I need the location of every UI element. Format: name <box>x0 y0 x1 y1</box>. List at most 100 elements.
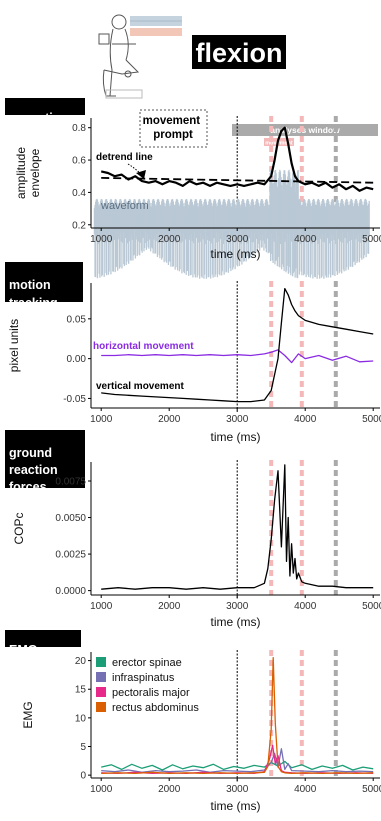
prompt-label-line-1: movement <box>143 115 201 127</box>
x-tick-label: 1000 <box>90 414 113 425</box>
panel-label-box <box>5 430 85 488</box>
header: flexion <box>98 14 286 99</box>
x-tick-label: 4000 <box>294 414 317 425</box>
x-axis-label: time (ms) <box>211 430 261 444</box>
x-axis-label: time (ms) <box>211 247 261 261</box>
legend-label: erector spinae <box>112 657 182 669</box>
panel-label-line: acoustics <box>9 111 67 125</box>
x-tick-label: 3000 <box>226 784 249 795</box>
x-tick-label: 3000 <box>226 601 249 612</box>
panel-label-box <box>5 630 81 647</box>
y-tick-label: 0.05 <box>67 314 87 325</box>
x-tick-label: 1000 <box>90 601 113 612</box>
panel-label-line: EMG <box>9 643 37 657</box>
title: flexion <box>195 38 282 68</box>
y-tick-label: 0.0025 <box>55 550 86 561</box>
legend-label: pectoralis major <box>112 687 190 699</box>
x-tick-label: 2000 <box>158 234 181 245</box>
legend-label: rectus abdominus <box>112 702 199 714</box>
y-axis-label: pixel units <box>7 319 21 372</box>
x-tick-label: 3000 <box>226 234 249 245</box>
series-envelope <box>100 126 374 192</box>
y-axis-label-line: COPc <box>12 512 26 544</box>
y-axis-label: COPc <box>12 512 26 544</box>
legend-swatch <box>96 672 106 682</box>
x-tick-label: 4000 <box>294 784 317 795</box>
y-axis-label-line: amplitude <box>14 147 28 199</box>
panel-label-box <box>5 98 85 115</box>
panel-label: acoustics <box>9 111 67 125</box>
x-tick-label: 4000 <box>294 601 317 612</box>
series-erector-spinae <box>101 760 374 771</box>
x-tick-label: 2000 <box>158 414 181 425</box>
y-tick-label: 0 <box>80 771 86 782</box>
y-tick-label: 0.6 <box>72 156 86 167</box>
panel-label: ground reaction forces <box>9 446 58 494</box>
x-axis-label: time (ms) <box>211 799 261 813</box>
series-horizontal-movement <box>101 349 374 364</box>
y-tick-label: 15 <box>75 685 87 696</box>
prompt-label: movement prompt <box>143 115 204 141</box>
panel-label-line: motion <box>9 278 51 292</box>
detrend-arrow-head <box>136 170 146 179</box>
chart-3: ground reaction forces 1000 2000 3000 4000 500 0… <box>5 430 381 629</box>
movement-band-label-bg <box>264 138 294 146</box>
panel-label-line: reaction <box>9 463 58 477</box>
x-axis-label: time (ms) <box>211 615 261 629</box>
panel-label-line: forces <box>9 480 47 494</box>
panel-label: motion tracking <box>9 278 58 310</box>
y-axis-label-line: EMG <box>21 701 35 728</box>
y-axis-label: amplitudeenvelope <box>14 147 42 199</box>
series-detrend-line <box>101 177 374 184</box>
y-tick-label: 20 <box>75 656 87 667</box>
panel-acoustics: movement prompt analyses window movement <box>139 109 378 148</box>
series-vertical-movement <box>101 287 374 403</box>
detrend-arrow-line <box>127 163 143 177</box>
series-rectus-abdominus <box>101 657 374 775</box>
panel-label: EMG <box>9 643 37 657</box>
legend-swatch <box>96 702 106 712</box>
series-COPc <box>101 464 374 590</box>
waveform-thumbnail <box>130 16 182 36</box>
y-tick-label: 0.4 <box>72 188 86 199</box>
y-axis-label-line: pixel units <box>7 319 21 372</box>
prompt-label-line-2: prompt <box>153 129 193 141</box>
legend-swatch <box>96 687 106 697</box>
y-tick-label: 0.8 <box>72 123 86 134</box>
x-tick-label: 4000 <box>294 234 317 245</box>
x-tick-label: 2000 <box>158 784 181 795</box>
analysis-window-label: analyses window <box>270 125 340 135</box>
legend-swatch <box>96 657 106 667</box>
y-tick-label: 0.00 <box>67 354 87 365</box>
x-tick-label: 2000 <box>158 601 181 612</box>
y-tick-label: 0.0000 <box>55 586 86 597</box>
annotation-vertical-movement: vertical movement <box>96 381 184 392</box>
movement-label: movement <box>265 141 293 147</box>
panel-label-box <box>5 262 83 302</box>
x-tick-label: 1000 <box>90 784 113 795</box>
title-box <box>192 35 286 69</box>
legend: erector spinae infraspinatus pectoralis ma… <box>96 657 199 714</box>
y-tick-label: 5 <box>80 742 86 753</box>
y-axis-label: EMG <box>21 701 35 728</box>
y-tick-label: 0.0075 <box>55 477 86 488</box>
x-tick-label: 3000 <box>226 414 249 425</box>
participant-illustration <box>98 14 143 99</box>
y-tick-label: -0.05 <box>63 394 86 405</box>
annotation-waveform: waveform <box>100 200 149 212</box>
x-tick-label: 1000 <box>90 234 113 245</box>
annotation-horizontal-movement: horizontal movement <box>93 341 194 352</box>
panel-label-line: tracking <box>9 296 58 310</box>
analysis-window-bar <box>232 124 378 136</box>
y-axis-label-line: envelope <box>28 148 42 197</box>
waveform-band <box>93 169 370 279</box>
y-tick-label: 0.2 <box>72 220 86 231</box>
